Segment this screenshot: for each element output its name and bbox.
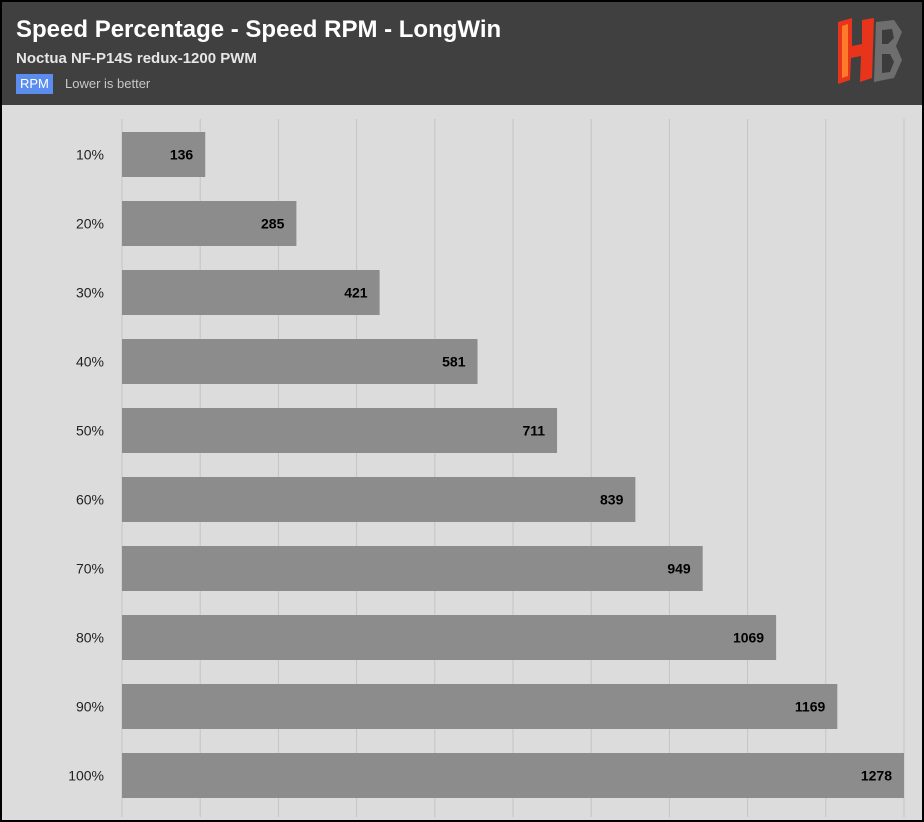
value-label: 1278 [861, 768, 892, 784]
hardware-busters-logo-icon [838, 18, 902, 84]
category-label: 20% [76, 216, 104, 232]
bar [122, 408, 558, 453]
chart-subtitle: Noctua NF-P14S redux-1200 PWM [16, 50, 257, 67]
bar [122, 546, 703, 591]
category-label: 100% [68, 768, 104, 784]
bar [122, 684, 838, 729]
category-label: 80% [76, 630, 104, 646]
chart-title: Speed Percentage - Speed RPM - LongWin [16, 16, 502, 43]
value-label: 421 [344, 285, 368, 301]
category-label: 10% [76, 147, 104, 163]
bar [122, 270, 380, 315]
value-label: 581 [442, 354, 466, 370]
bar [122, 753, 904, 798]
chart-header: Speed Percentage - Speed RPM - LongWin N… [2, 2, 922, 105]
bar [122, 132, 206, 177]
value-label: 1169 [795, 699, 826, 715]
value-label: 1069 [733, 630, 764, 646]
value-label: 285 [261, 216, 285, 232]
category-label: 30% [76, 285, 104, 301]
bars [122, 132, 904, 798]
bar [122, 201, 297, 246]
bar [122, 615, 777, 660]
bar-chart: 10% 136 20% 285 30% 421 40% 581 50% 711 60% 839 70% 9… [68, 119, 905, 817]
category-label: 60% [76, 492, 104, 508]
value-label: 711 [522, 423, 545, 439]
unit-badge: RPM [16, 74, 53, 94]
category-label: 90% [76, 699, 104, 715]
labels: 10% 136 20% 285 30% 421 40% 581 50% 711 60% 839 70% 9… [68, 147, 892, 784]
value-label: 839 [600, 492, 624, 508]
value-label: 949 [667, 561, 691, 577]
bar [122, 477, 636, 522]
lower-is-better-note: Lower is better [65, 76, 151, 91]
value-label: 136 [170, 147, 194, 163]
category-label: 70% [76, 561, 104, 577]
bar [122, 339, 478, 384]
category-label: 50% [76, 423, 104, 439]
category-label: 40% [76, 354, 104, 370]
